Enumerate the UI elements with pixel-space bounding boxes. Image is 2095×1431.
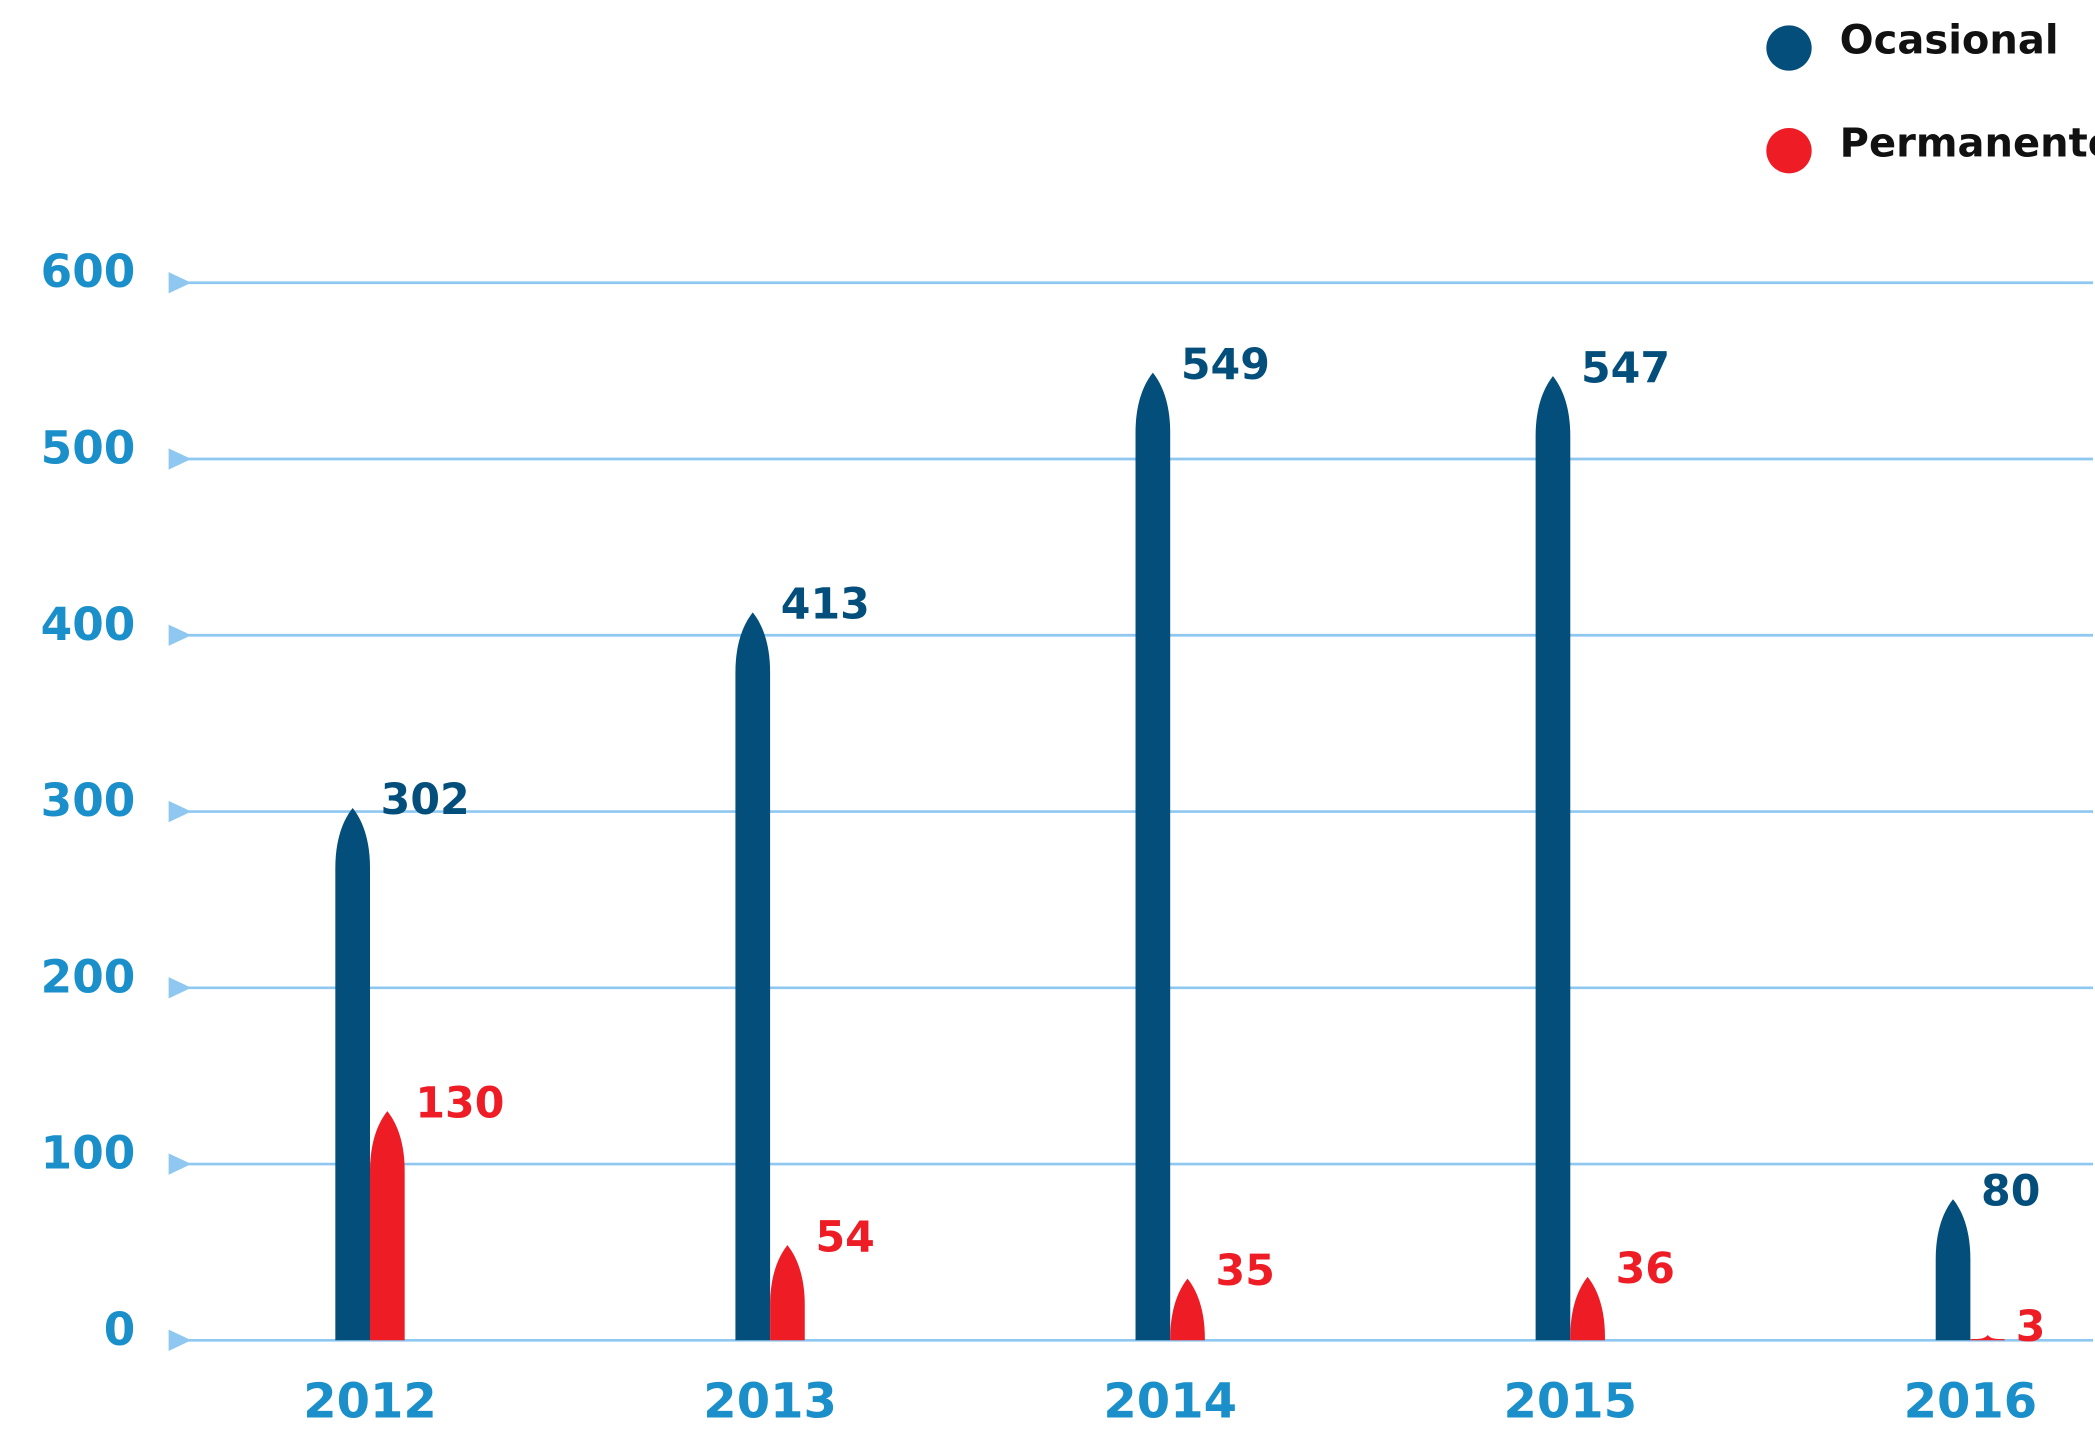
x-tick-label: 2014 bbox=[1103, 1373, 1237, 1429]
value-label: 36 bbox=[1616, 1244, 1675, 1294]
legend-marker bbox=[1766, 25, 1812, 71]
value-label: 130 bbox=[415, 1078, 504, 1128]
tick-arrow bbox=[168, 800, 192, 823]
bar bbox=[770, 1245, 805, 1341]
value-label: 80 bbox=[1981, 1166, 2040, 1216]
tick-arrow bbox=[168, 272, 192, 294]
y-tick-label: 200 bbox=[41, 950, 136, 1003]
legend-label: Permanente bbox=[1840, 120, 2095, 166]
tick-arrow bbox=[168, 1329, 192, 1351]
x-tick-label: 2016 bbox=[1904, 1373, 2038, 1429]
value-label: 413 bbox=[781, 580, 870, 630]
value-label: 35 bbox=[1216, 1246, 1275, 1296]
y-tick-label: 0 bbox=[104, 1303, 136, 1356]
value-label: 547 bbox=[1581, 343, 1670, 393]
bar bbox=[735, 612, 771, 1341]
value-label: 549 bbox=[1181, 340, 1270, 390]
value-label: 3 bbox=[2016, 1302, 2046, 1352]
bar bbox=[1935, 1199, 1971, 1341]
value-label: 54 bbox=[815, 1212, 874, 1262]
x-tick-label: 2012 bbox=[303, 1373, 437, 1429]
legend-label: Ocasional bbox=[1840, 18, 2059, 64]
legend-marker bbox=[1766, 128, 1812, 174]
y-tick-label: 600 bbox=[41, 245, 136, 298]
y-tick-label: 500 bbox=[41, 421, 136, 474]
bar bbox=[1535, 376, 1571, 1341]
value-label: 302 bbox=[381, 775, 470, 825]
y-tick-label: 100 bbox=[41, 1127, 136, 1180]
bar bbox=[1570, 1276, 1605, 1341]
y-tick-label: 300 bbox=[41, 774, 136, 827]
x-tick-label: 2015 bbox=[1503, 1373, 1637, 1429]
x-tick-label: 2013 bbox=[703, 1373, 837, 1429]
y-tick-label: 400 bbox=[41, 598, 136, 651]
tick-arrow bbox=[168, 977, 192, 999]
tick-arrow bbox=[168, 448, 192, 470]
bar bbox=[370, 1111, 405, 1341]
bar bbox=[1135, 372, 1171, 1341]
bar bbox=[1170, 1278, 1205, 1341]
bar bbox=[335, 807, 371, 1341]
tick-arrow bbox=[168, 624, 192, 646]
tick-arrow bbox=[168, 1153, 192, 1175]
bar bbox=[1970, 1335, 2006, 1341]
